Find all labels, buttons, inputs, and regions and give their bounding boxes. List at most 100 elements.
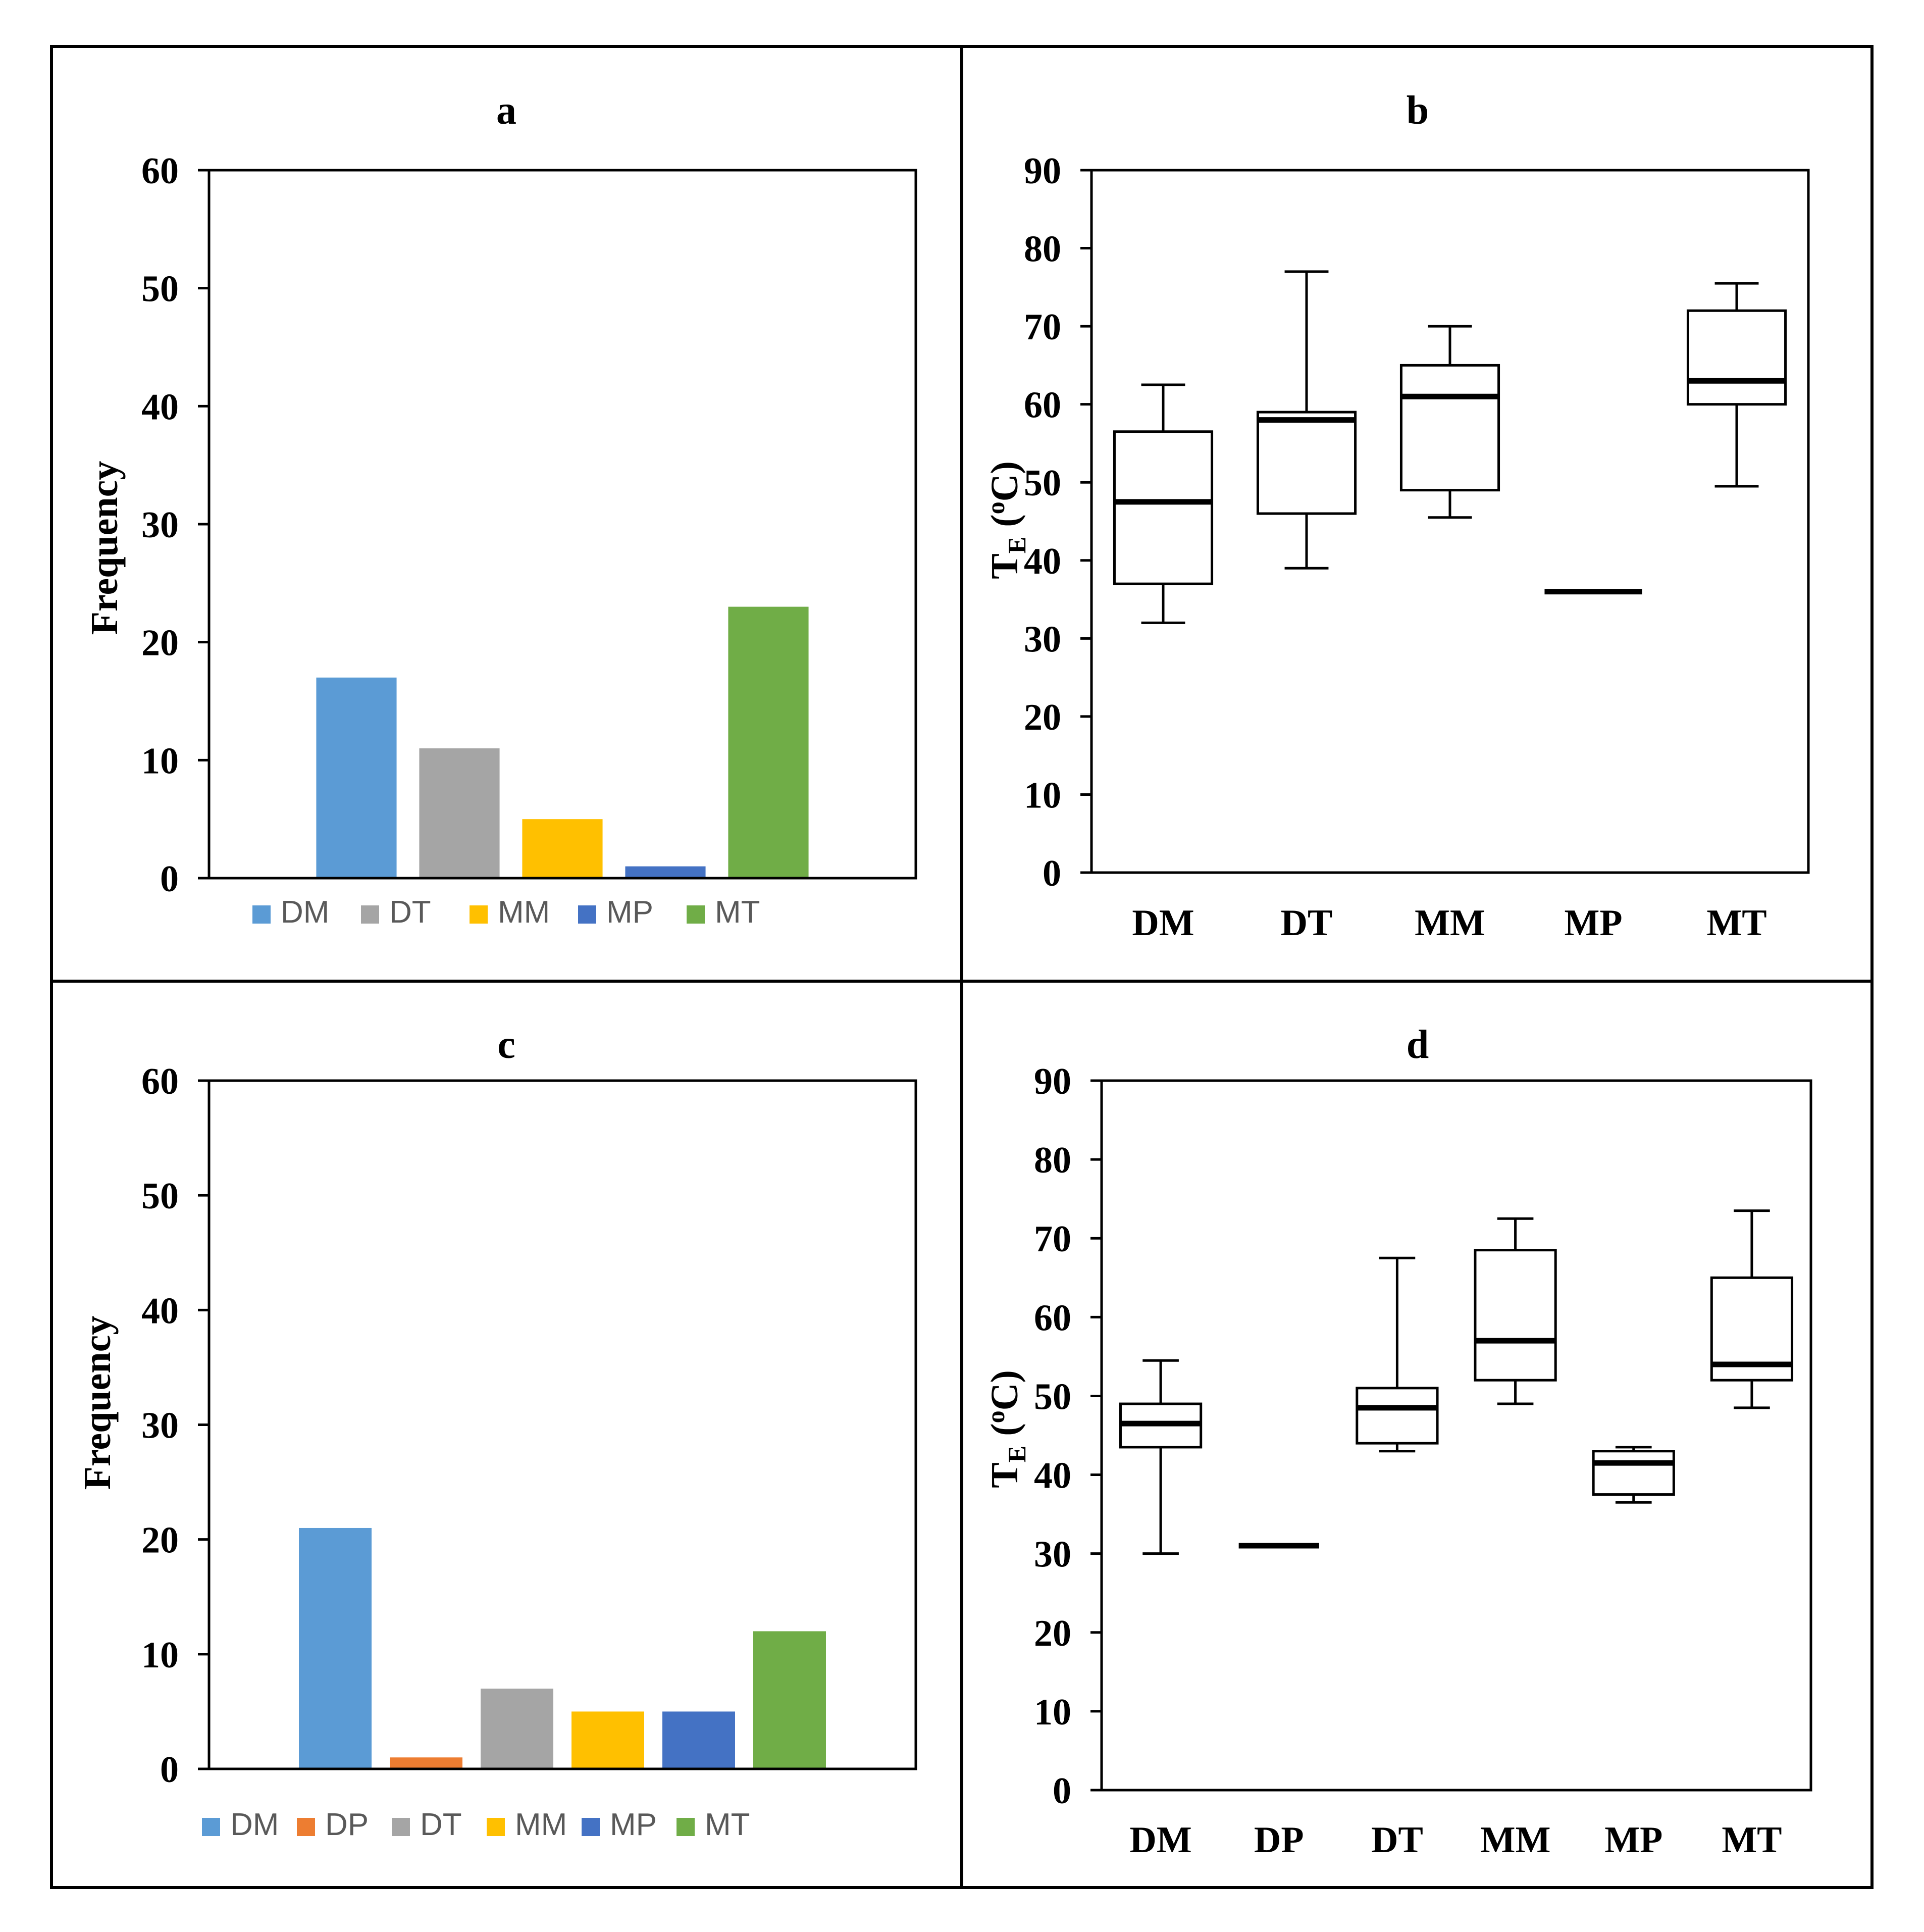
y-tick-label: 30 [141,1405,179,1447]
legend-label-dm: DM [230,1807,279,1842]
legend-label-mm: MM [515,1807,567,1842]
box-iqr [1356,1387,1439,1445]
y-tick-label: 0 [1043,853,1061,894]
y-tick-label: 20 [141,1520,179,1561]
panel-b-title: b [1407,88,1429,133]
box-iqr [1592,1450,1675,1496]
panel-c-ylabel: Frequency [76,1316,119,1490]
x-tick-label-dm: DM [1129,1819,1191,1861]
y-tick-label: 40 [1034,1455,1071,1497]
panel-b-ylabel-sup: o [981,501,1010,514]
y-tick-label: 50 [141,269,179,310]
box-mm [1399,325,1500,519]
box-mm [1474,1217,1557,1405]
panel-d-ylabel-main: T [983,1462,1026,1488]
y-tick-label: 60 [141,150,179,192]
legend-label-mm: MM [498,895,550,930]
x-tick-label-dm: DM [1132,902,1194,944]
bar-mt [753,1631,826,1769]
y-tick-label: 20 [1034,1613,1071,1654]
y-tick-label: 90 [1024,150,1061,192]
legend-swatch-mt [677,1818,695,1836]
y-tick-label: 40 [1024,541,1061,582]
legend-swatch-dt [361,905,379,924]
legend-label-dp: DP [325,1807,369,1842]
panel-a-y-ticks: 0 10 20 30 40 50 60 [141,150,209,900]
bar-mt [728,606,809,878]
panel-b-ylabel-open: ( [983,514,1026,536]
box-iqr [1399,364,1500,492]
panel-d-y-ticks: 0 10 20 30 40 50 60 70 80 90 [1034,1061,1102,1812]
legend-swatch-dt [392,1818,410,1836]
bar-dm [316,677,397,878]
y-tick-label: 10 [141,1635,179,1676]
panel-b-box-plot: b TE (oC) 0 10 20 30 40 50 60 70 80 90 DM DT MM MP MT [981,88,1810,944]
box-iqr [1256,411,1357,515]
bar-dm [299,1528,372,1769]
y-tick-label: 0 [1053,1770,1071,1812]
box-dm [1113,383,1214,624]
legend-label-mp: MP [606,895,653,930]
y-tick-label: 30 [1024,619,1061,660]
x-tick-label-dt: DT [1281,902,1333,944]
legend-label-mt: MT [715,895,760,930]
panel-b-ylabel-sub: E [1003,537,1031,553]
y-tick-label: 40 [141,1290,179,1332]
box-dm [1119,1359,1203,1555]
bar-dp [390,1757,462,1769]
x-tick-label-mm: MM [1415,902,1485,944]
bar-mp [662,1711,735,1769]
legend-label-mt: MT [705,1807,750,1842]
y-tick-label: 50 [1024,463,1061,504]
panel-b-ylabel: TE (oC) [981,461,1031,579]
box-dt [1256,270,1357,570]
panel-d-ylabel-sup: o [981,1410,1010,1423]
legend-label-dt: DT [420,1807,462,1842]
bar-mp [625,866,706,878]
y-tick-label: 20 [141,623,179,664]
y-tick-label: 30 [1034,1534,1071,1575]
x-tick-label-mt: MT [1722,1819,1782,1861]
y-tick-label: 70 [1024,307,1061,348]
panel-c-bar-chart: c Frequency 0 10 20 30 40 50 60 DM DP DT MM MP MT [76,1023,917,1842]
legend-swatch-dp [297,1818,315,1836]
panel-b-x-ticks: DM DT MM MP MT [1132,902,1766,944]
panel-d-title: d [1407,1023,1429,1067]
y-tick-label: 0 [160,1749,179,1791]
panel-d-boxes [1119,1209,1794,1555]
panel-a-bars [316,606,809,878]
panel-a-plot-frame [207,169,917,880]
y-tick-label: 60 [141,1061,179,1102]
y-tick-label: 80 [1024,229,1061,270]
x-tick-label-mp: MP [1604,1819,1662,1861]
x-tick-label-dp: DP [1254,1819,1304,1861]
box-mt [1686,282,1787,488]
y-tick-label: 10 [141,740,179,782]
y-tick-label: 80 [1034,1140,1071,1181]
panel-a-title: a [496,88,516,133]
panel-d-x-ticks: DM DP DT MM MP MT [1129,1819,1782,1861]
panel-c-bars [299,1528,826,1769]
panel-a-ylabel: Frequency [83,461,126,635]
y-tick-label: 60 [1034,1297,1071,1339]
box-iqr [1686,309,1787,406]
y-tick-label: 20 [1024,697,1061,738]
legend-label-dt: DT [389,895,431,930]
legend-label-mp: MP [610,1807,657,1842]
panel-b-plot-frame [1090,169,1810,874]
y-tick-label: 10 [1034,1692,1071,1733]
panel-b-y-ticks: 0 10 20 30 40 50 60 70 80 90 [1024,150,1091,894]
bar-mm [522,819,603,878]
bar-dt [419,748,500,878]
panel-c-title: c [497,1023,515,1067]
x-tick-label-mp: MP [1564,902,1622,944]
panel-d-ylabel-sub: E [1003,1446,1031,1462]
panel-b-ylabel-tail: C) [983,461,1026,501]
y-tick-label: 60 [1024,385,1061,426]
legend-label-dm: DM [281,895,329,930]
y-tick-label: 30 [141,504,179,546]
legend-swatch-mm [487,1818,505,1836]
legend-swatch-mm [470,905,488,924]
y-tick-label: 90 [1034,1061,1071,1102]
